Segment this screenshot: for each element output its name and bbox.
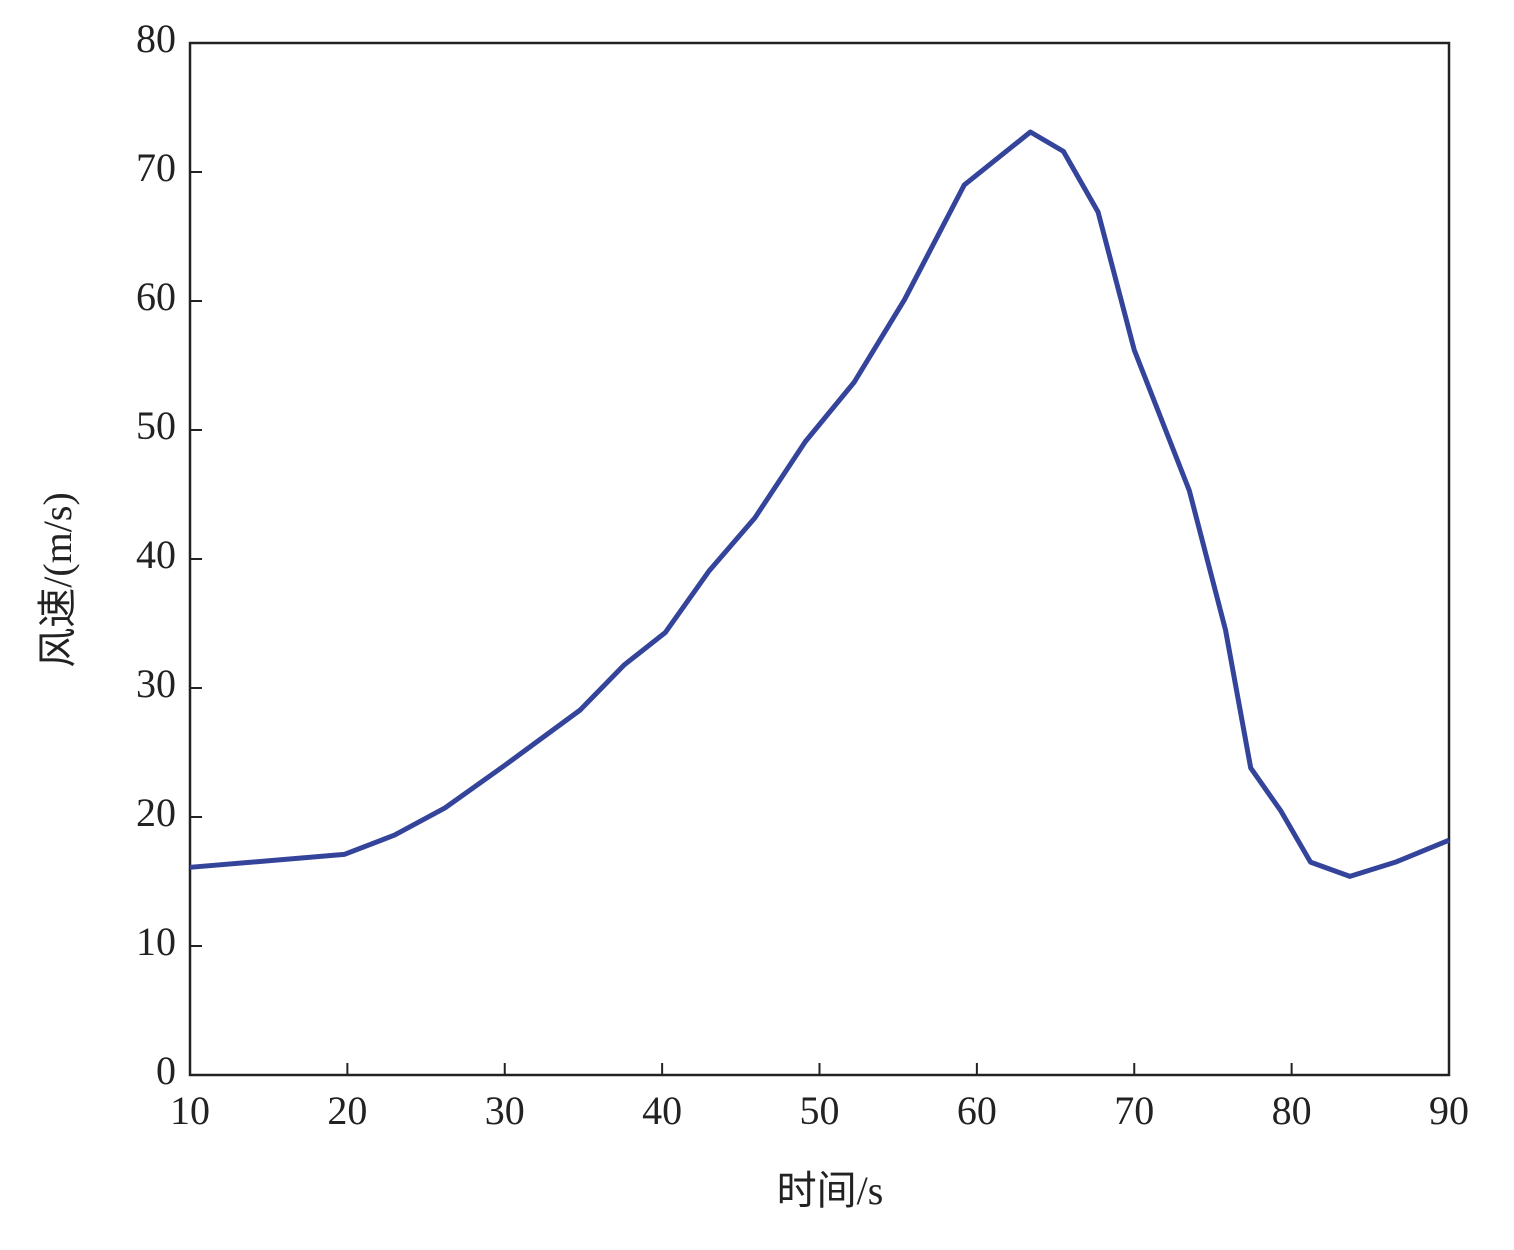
data-line <box>189 129 1450 879</box>
x-tick-label: 40 <box>642 1088 682 1133</box>
x-tick-label: 80 <box>1272 1088 1312 1133</box>
y-tick-label: 10 <box>136 919 176 964</box>
x-tick-label: 60 <box>957 1088 997 1133</box>
y-tick-label: 70 <box>136 145 176 190</box>
y-tick-label: 40 <box>136 532 176 577</box>
y-tick-label: 60 <box>136 274 176 319</box>
y-tick-label: 80 <box>136 16 176 61</box>
x-tick-label: 50 <box>800 1088 840 1133</box>
y-tick-label: 50 <box>136 403 176 448</box>
x-tick-label: 30 <box>485 1088 525 1133</box>
y-tick-label: 30 <box>136 661 176 706</box>
x-tick-label: 10 <box>170 1088 210 1133</box>
y-axis-label: 风速/(m/s) <box>35 492 80 668</box>
y-tick-label: 0 <box>156 1048 176 1093</box>
x-tick-label: 90 <box>1429 1088 1469 1133</box>
x-tick-label: 20 <box>327 1088 367 1133</box>
x-tick-label: 70 <box>1114 1088 1154 1133</box>
y-tick-label: 20 <box>136 790 176 835</box>
x-axis-label: 时间/s <box>777 1168 884 1213</box>
plot-frame <box>188 41 1451 1077</box>
